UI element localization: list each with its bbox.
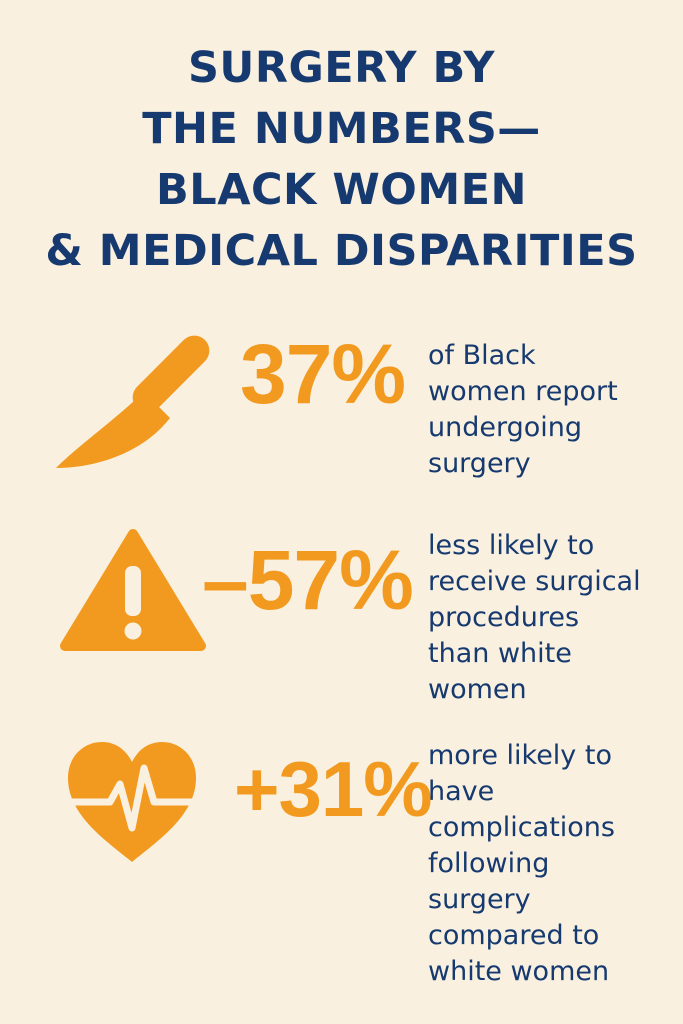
- description-line: complications: [428, 812, 615, 843]
- title-line-4: & MEDICAL DISPARITIES: [45, 226, 638, 276]
- stat-value-less-likely: –57%: [202, 533, 414, 627]
- title-line-3: BLACK WOMEN: [156, 165, 527, 215]
- description-line: surgery: [428, 448, 531, 479]
- description-line: have: [428, 776, 495, 807]
- heart-pulse-icon: [68, 742, 196, 862]
- title-line-2: THE NUMBERS—: [142, 104, 541, 154]
- description-line: less likely to: [428, 530, 595, 561]
- description-line: procedures: [428, 602, 580, 633]
- description-line: following: [428, 848, 550, 879]
- stat-description-less-likely: less likely to receive surgical procedur…: [428, 528, 641, 708]
- description-line: surgery: [428, 884, 531, 915]
- scalpel-icon: [56, 335, 210, 468]
- description-line: more likely to: [428, 740, 612, 771]
- title-line-1: SURGERY BY: [187, 43, 496, 93]
- description-line: receive surgical: [428, 566, 641, 597]
- page-title: SURGERY BY THE NUMBERS— BLACK WOMEN & ME…: [0, 38, 683, 282]
- description-line: women report: [428, 376, 618, 407]
- stat-description-complications: more likely to have complications follow…: [428, 738, 615, 990]
- description-line: of Black: [428, 340, 536, 371]
- description-line: undergoing: [428, 412, 583, 443]
- description-line: women: [428, 674, 527, 705]
- description-line: compared to: [428, 920, 600, 951]
- stat-value-surgery: 37%: [240, 327, 406, 421]
- description-line: than white: [428, 638, 572, 669]
- stat-description-surgery: of Black women report undergoing surgery: [428, 338, 618, 482]
- warning-icon: [60, 529, 206, 651]
- description-line: white women: [428, 956, 610, 987]
- stat-value-complications: +31%: [234, 745, 433, 833]
